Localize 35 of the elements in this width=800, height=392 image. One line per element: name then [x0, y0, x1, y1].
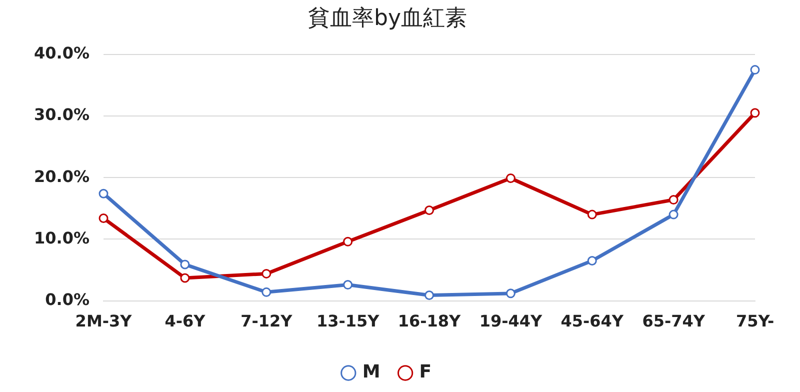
y-tick-label: 10.0%: [34, 228, 90, 248]
point: [750, 65, 760, 75]
point: [424, 206, 434, 215]
x-tick-label: 45-64Y: [560, 312, 624, 331]
y-tick-label: 20.0%: [34, 166, 90, 186]
x-tick-label: 13-15Y: [316, 312, 380, 331]
x-tick-label: 65-74Y: [642, 312, 706, 331]
y-tick-label: 0.0%: [45, 290, 90, 309]
point: [343, 280, 353, 290]
x-tick-label: 75Y-: [736, 312, 774, 331]
x-tick-label: 2M-3Y: [75, 312, 132, 331]
point: [180, 260, 190, 270]
point: [424, 290, 434, 300]
x-tick-label: 19-44Y: [479, 312, 542, 331]
point: [750, 108, 760, 118]
point: [343, 236, 353, 246]
point: [506, 288, 516, 298]
point: [506, 173, 516, 183]
legend-label: M: [362, 362, 380, 383]
point: [262, 287, 272, 297]
x-tick-label: 4-6Y: [164, 312, 206, 331]
point: [98, 188, 108, 198]
point: [98, 214, 108, 224]
point: [587, 210, 597, 220]
y-tick-label: 40.0%: [34, 44, 90, 63]
y-tick-label: 30.0%: [34, 105, 90, 124]
point: [180, 273, 190, 283]
point: [668, 210, 678, 220]
legend-label: F: [419, 362, 432, 383]
chart-title: 貧血率by血紅素: [308, 6, 467, 31]
x-tick-label: 16-18Y: [398, 312, 462, 331]
x-tick-label: 7-12Y: [240, 312, 293, 331]
point: [262, 268, 272, 278]
point: [587, 256, 597, 266]
point: [668, 195, 678, 205]
